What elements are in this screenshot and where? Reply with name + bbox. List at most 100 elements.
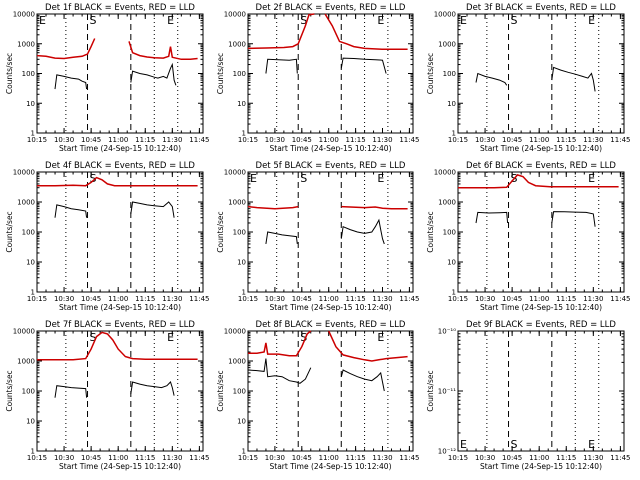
y-axis-label: Counts/sec bbox=[426, 53, 435, 94]
y-tick-label: 1000 bbox=[228, 358, 246, 366]
marker-label-e: E bbox=[377, 331, 384, 344]
y-tick-label: 1000 bbox=[17, 40, 35, 48]
y-tick-label: 10000 bbox=[434, 11, 456, 19]
x-axis-label: Start Time (24-Sep-15 10:12:40) bbox=[59, 462, 181, 471]
plot-frame bbox=[36, 13, 204, 134]
events-line bbox=[54, 204, 88, 218]
panel-title: Det 4f BLACK = Events, RED = LLD bbox=[45, 161, 195, 171]
panel-det-4: Det 4f BLACK = Events, RED = LLD 1 10 100 10… bbox=[5, 161, 209, 312]
marker-label-e: E bbox=[460, 14, 467, 27]
events-line bbox=[265, 231, 298, 244]
y-axis-label: Counts/sec bbox=[426, 370, 435, 411]
panel-title: Det 1f BLACK = Events, RED = LLD bbox=[45, 3, 195, 13]
x-tick-label: 11:45 bbox=[189, 295, 209, 303]
x-tick-label: 11:00 bbox=[529, 295, 549, 303]
y-tick-label: 10 bbox=[237, 418, 246, 426]
panel-det-5: Det 5f BLACK = Events, RED = LLD 1 10 100 10… bbox=[216, 161, 420, 312]
x-tick-label: 10:30 bbox=[475, 136, 495, 144]
panel-det-8: Det 8f BLACK = Events, RED = LLD 1 10 100 10… bbox=[216, 320, 420, 471]
panel-det-7: Det 7f BLACK = Events, RED = LLD 1 10 100 10… bbox=[5, 320, 209, 471]
x-tick-label: 11:15 bbox=[346, 295, 366, 303]
x-tick-label: 10:15 bbox=[238, 454, 258, 462]
marker-label-s: S bbox=[90, 14, 97, 27]
x-tick-label: 11:30 bbox=[372, 454, 392, 462]
x-tick-label: 11:45 bbox=[399, 295, 419, 303]
marker-label-e: E bbox=[39, 14, 46, 27]
y-tick-label: 1 bbox=[31, 448, 35, 456]
marker-label-s: S bbox=[90, 172, 97, 185]
events-line bbox=[475, 72, 508, 86]
panel-title: Det 9f BLACK = Events, RED = LLD bbox=[466, 320, 616, 330]
x-tick-label: 10:15 bbox=[448, 295, 468, 303]
y-axis-label: Counts/sec bbox=[216, 53, 225, 94]
panel-det-9: Det 9f BLACK = Events, RED = LLD 10⁻¹² 10⁻… bbox=[426, 320, 630, 471]
x-tick-label: 11:30 bbox=[583, 136, 603, 144]
lld-line bbox=[36, 38, 96, 60]
events-line bbox=[265, 58, 298, 74]
x-axis-label: Start Time (24-Sep-15 10:12:40) bbox=[270, 144, 392, 153]
x-tick-label: 11:15 bbox=[556, 295, 576, 303]
y-tick-label: 10 bbox=[447, 259, 456, 267]
x-tick-label: 11:45 bbox=[189, 454, 209, 462]
y-tick-label: 10 bbox=[447, 100, 456, 108]
y-tick-label: 10 bbox=[237, 100, 246, 108]
y-tick-label: 1000 bbox=[438, 199, 456, 207]
events-line bbox=[54, 385, 88, 398]
marker-label-s: S bbox=[90, 331, 97, 344]
y-axis-label: Counts/sec bbox=[5, 53, 14, 94]
x-axis-label: Start Time (24-Sep-15 10:12:40) bbox=[59, 144, 181, 153]
marker-label-e: E bbox=[377, 172, 384, 185]
x-tick-label: 11:45 bbox=[610, 136, 630, 144]
y-tick-label: 1 bbox=[31, 289, 35, 297]
panel-det-2: Det 2f BLACK = Events, RED = LLD 1 10 100 10… bbox=[216, 3, 420, 153]
y-tick-label: 1 bbox=[242, 289, 246, 297]
x-tick-label: 10:15 bbox=[448, 454, 468, 462]
y-tick-label: 10000 bbox=[13, 169, 35, 177]
y-tick-label: 100 bbox=[22, 229, 35, 237]
events-line bbox=[340, 57, 387, 74]
y-tick-label: 10 bbox=[26, 100, 35, 108]
marker-label-s: S bbox=[511, 438, 518, 451]
y-tick-label: 1 bbox=[452, 289, 456, 297]
plot-frame bbox=[247, 13, 414, 134]
x-axis-label: Start Time (24-Sep-15 10:12:40) bbox=[480, 144, 602, 153]
lld-line bbox=[247, 13, 315, 50]
y-tick-label: 10⁻¹⁰ bbox=[438, 328, 456, 336]
x-tick-label: 11:30 bbox=[162, 136, 182, 144]
y-tick-label: 10000 bbox=[13, 328, 35, 336]
x-tick-label: 11:30 bbox=[162, 454, 182, 462]
panel-det-3: Det 3f BLACK = Events, RED = LLD 1 10 100 10… bbox=[426, 3, 630, 153]
x-tick-label: 11:45 bbox=[399, 136, 419, 144]
x-tick-label: 10:30 bbox=[54, 295, 74, 303]
x-tick-label: 11:00 bbox=[319, 454, 339, 462]
events-line bbox=[340, 369, 385, 392]
events-line bbox=[475, 211, 509, 224]
events-line bbox=[130, 201, 175, 218]
x-tick-label: 11:15 bbox=[135, 454, 155, 462]
x-tick-label: 11:30 bbox=[372, 136, 392, 144]
x-tick-label: 11:30 bbox=[372, 295, 392, 303]
y-tick-label: 10 bbox=[237, 259, 246, 267]
x-tick-label: 10:15 bbox=[27, 136, 47, 144]
x-tick-label: 11:00 bbox=[108, 295, 128, 303]
panel-title: Det 7f BLACK = Events, RED = LLD bbox=[45, 320, 195, 330]
y-axis-label: Counts/sec bbox=[5, 211, 14, 252]
x-tick-label: 10:45 bbox=[502, 295, 522, 303]
marker-label-e: E bbox=[588, 172, 595, 185]
panel-det-1: Det 1f BLACK = Events, RED = LLD 1 10 100 10… bbox=[5, 3, 209, 153]
x-tick-label: 11:15 bbox=[556, 136, 576, 144]
lld-line bbox=[328, 330, 408, 362]
plot-frame bbox=[457, 13, 625, 134]
x-axis-label: Start Time (24-Sep-15 10:12:40) bbox=[480, 303, 602, 312]
y-tick-label: 10 bbox=[26, 418, 35, 426]
x-tick-label: 10:30 bbox=[265, 136, 285, 144]
y-tick-label: 10⁻¹² bbox=[438, 448, 456, 456]
x-tick-label: 11:00 bbox=[108, 454, 128, 462]
y-tick-label: 10000 bbox=[224, 328, 246, 336]
y-axis-label: Counts/sec bbox=[5, 370, 14, 411]
x-tick-label: 11:15 bbox=[135, 295, 155, 303]
x-tick-label: 10:45 bbox=[81, 295, 101, 303]
x-axis-label: Start Time (24-Sep-15 10:12:40) bbox=[270, 462, 392, 471]
y-tick-label: 100 bbox=[443, 70, 456, 78]
x-tick-label: 10:30 bbox=[54, 136, 74, 144]
